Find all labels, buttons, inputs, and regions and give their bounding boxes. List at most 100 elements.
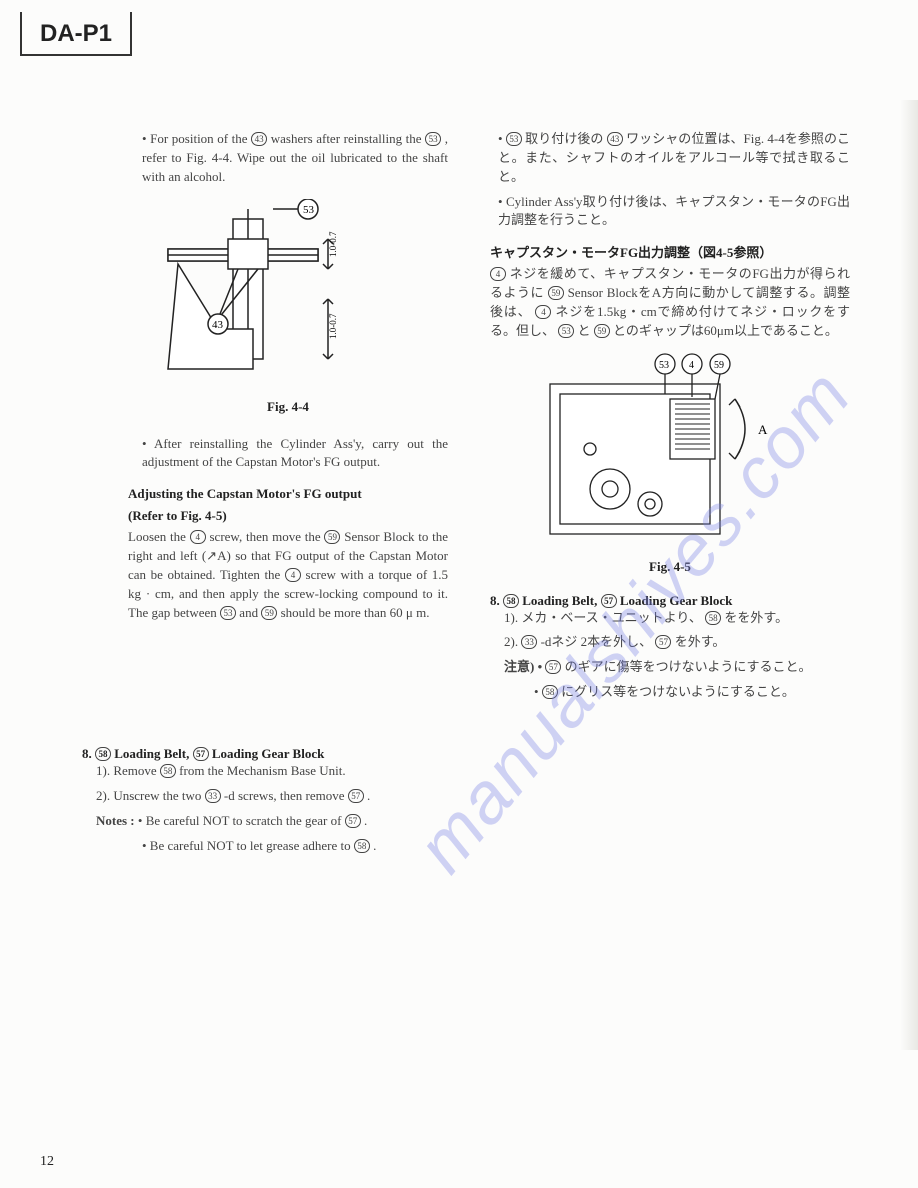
s8-jp-note2: • 58 にグリス等をつけないようにすること。 <box>490 683 850 702</box>
s8-en-line1: 1). Remove 58 from the Mechanism Base Un… <box>82 762 452 781</box>
text: 8. <box>82 746 95 761</box>
s8-jp-title: 8. 58 Loading Belt, 57 Loading Gear Bloc… <box>490 593 850 609</box>
s8-en-title: 8. 58 Loading Belt, 57 Loading Gear Bloc… <box>82 746 452 762</box>
s8-en-line2: 2). Unscrew the two 33 -d screws, then r… <box>82 787 452 806</box>
circ: 33 <box>521 635 537 649</box>
circ: 53 <box>558 324 574 338</box>
s8-en-notes: Notes : • Be careful NOT to scratch the … <box>82 812 452 831</box>
circ: 57 <box>655 635 671 649</box>
circ-4: 4 <box>190 530 206 544</box>
fig44-dim1: 1.0-0.7 <box>328 231 338 257</box>
text: and <box>239 605 261 620</box>
left-para-1: • For position of the 43 washers after r… <box>128 130 448 187</box>
text: Loading Gear Block <box>212 746 324 761</box>
fig44-caption: Fig. 4-4 <box>128 399 448 415</box>
s8-jp-note1: 注意) • 57 のギアに傷等をつけないようにすること。 <box>490 658 850 677</box>
text: • Be careful NOT to let grease adhere to <box>142 838 354 853</box>
circ: 58 <box>503 594 519 608</box>
circ-58: 58 <box>95 747 111 761</box>
fig44-dim2: 1.0-0.7 <box>328 313 338 339</box>
circ: 59 <box>548 286 564 300</box>
page-number: 12 <box>40 1154 54 1170</box>
text: Loading Belt, <box>522 593 600 608</box>
fig44-svg: 53 43 1.0-0.7 1.0-0.7 <box>158 199 388 389</box>
left-para-3: Loosen the 4 screw, then move the 59 Sen… <box>128 528 448 622</box>
circ: 58 <box>542 685 558 699</box>
text: をを外す。 <box>724 610 788 625</box>
fig45-label-A: A <box>758 422 768 437</box>
text: . <box>373 838 376 853</box>
fig45-label-53: 53 <box>659 360 669 371</box>
circ-59b: 59 <box>261 606 277 620</box>
section-8-en: 8. 58 Loading Belt, 57 Loading Gear Bloc… <box>82 740 452 861</box>
text: 2). <box>504 634 521 649</box>
circ: 43 <box>607 132 623 146</box>
adjust-heading-2: (Refer to Fig. 4-5) <box>128 508 448 524</box>
text: -d screws, then remove <box>224 788 348 803</box>
text: washers after reinstalling the <box>271 131 425 146</box>
circ-4b: 4 <box>285 568 301 582</box>
circ: 58 <box>160 764 176 778</box>
notes-label: Notes : <box>96 813 135 828</box>
circ: 4 <box>535 305 551 319</box>
text: -dネジ 2本を外し、 <box>541 634 653 649</box>
text: • Cylinder Ass'y取り付け後は、キャプスタン・モータのFG出力調整… <box>498 194 850 228</box>
text: • After reinstalling the Cylinder Ass'y,… <box>142 436 448 470</box>
s8-en-note2: • Be careful NOT to let grease adhere to… <box>82 837 452 856</box>
fig44-label-43: 43 <box>212 319 224 331</box>
s8-jp-line2: 2). 33 -dネジ 2本を外し、 57 を外す。 <box>490 633 850 652</box>
text: • <box>534 684 542 699</box>
figure-4-5: 53 4 59 A <box>540 349 780 549</box>
circ-57: 57 <box>193 747 209 761</box>
circ: 57 <box>545 660 561 674</box>
fig45-label-4: 4 <box>689 360 694 371</box>
circ: 53 <box>506 132 522 146</box>
fig45-label-59: 59 <box>714 360 724 371</box>
section-8-jp: 8. 58 Loading Belt, 57 Loading Gear Bloc… <box>490 593 850 702</box>
right-para-3: 4 ネジを緩めて、キャプスタン・モータのFG出力が得られるように 59 Sens… <box>490 265 850 340</box>
notes-label: 注意) • <box>504 659 542 674</box>
circ: 4 <box>490 267 506 281</box>
text: . <box>367 788 370 803</box>
circ-53: 53 <box>425 132 441 146</box>
text: . <box>364 813 367 828</box>
circ-43: 43 <box>251 132 267 146</box>
text: from the Mechanism Base Unit. <box>179 763 345 778</box>
circ: 59 <box>594 324 610 338</box>
text: のギアに傷等をつけないようにすること。 <box>565 659 812 674</box>
text: とのギャップは60μm以上であること。 <box>613 323 838 338</box>
circ: 58 <box>354 839 370 853</box>
text: Loading Gear Block <box>620 593 732 608</box>
fig45-svg: 53 4 59 A <box>540 349 780 549</box>
circ: 57 <box>348 789 364 803</box>
circ: 58 <box>705 611 721 625</box>
fig44-label-53: 53 <box>303 204 315 216</box>
figure-4-4: 53 43 1.0-0.7 1.0-0.7 <box>158 199 388 389</box>
text: 8. <box>490 593 503 608</box>
circ: 33 <box>205 789 221 803</box>
right-column: • 53 取り付け後の 43 ワッシャの位置は、Fig. 4-4を参照のこと。ま… <box>490 130 850 708</box>
text: 1). メカ・ベース・ユニットより、 <box>504 610 702 625</box>
text: Loosen the <box>128 529 190 544</box>
text: と <box>578 323 594 338</box>
circ: 57 <box>345 814 361 828</box>
text: にグリス等をつけないようにすること。 <box>561 684 795 699</box>
text: Loading Belt, <box>114 746 192 761</box>
model-number: DA-P1 <box>40 20 112 47</box>
circ-59: 59 <box>324 530 340 544</box>
adjust-heading-1: Adjusting the Capstan Motor's FG output <box>128 486 448 502</box>
text: を外す。 <box>675 634 726 649</box>
text: • Be careful NOT to scratch the gear of <box>138 813 345 828</box>
s8-jp-line1: 1). メカ・ベース・ユニットより、 58 をを外す。 <box>490 609 850 628</box>
text: • For position of the <box>142 131 251 146</box>
right-adjust-heading: キャプスタン・モータFG出力調整（図4-5参照） <box>490 242 850 261</box>
circ: 57 <box>601 594 617 608</box>
fig45-caption: Fig. 4-5 <box>490 559 850 575</box>
left-column: • For position of the 43 washers after r… <box>128 130 448 628</box>
text: 2). Unscrew the two <box>96 788 205 803</box>
circ-53b: 53 <box>220 606 236 620</box>
text: 取り付け後の <box>525 131 607 146</box>
page-header: DA-P1 <box>20 12 132 56</box>
scan-edge <box>900 100 918 1050</box>
text: screw, then move the <box>209 529 324 544</box>
